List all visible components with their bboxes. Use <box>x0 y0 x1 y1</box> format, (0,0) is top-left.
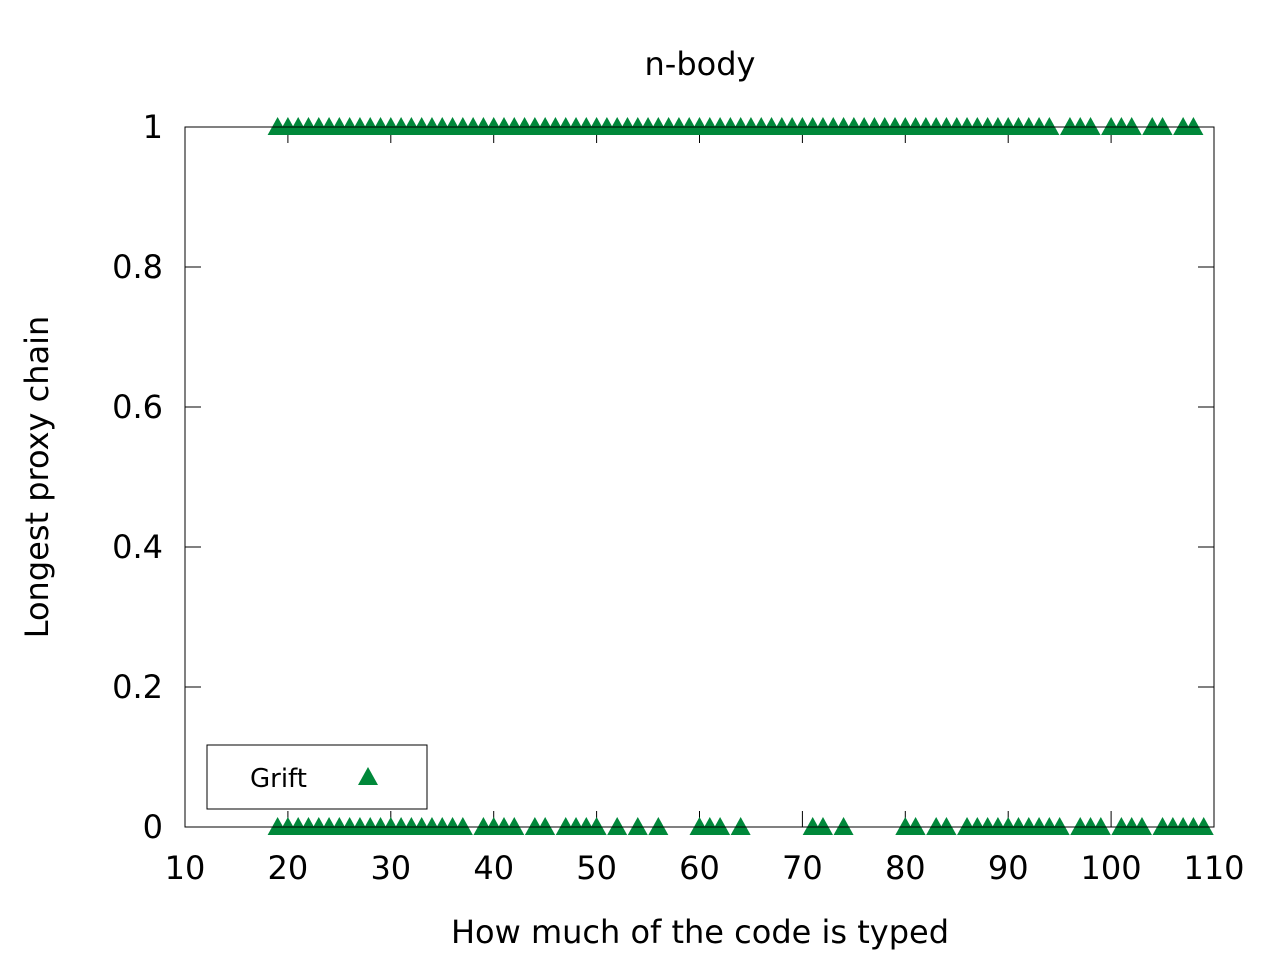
data-point <box>1080 117 1101 135</box>
x-tick-label: 100 <box>1081 849 1142 887</box>
legend-box <box>206 744 428 810</box>
x-tick-label: 50 <box>576 849 617 887</box>
x-axis-label: How much of the code is typed <box>451 913 949 951</box>
data-point <box>627 817 648 835</box>
data-point <box>452 817 473 835</box>
x-tick-label: 110 <box>1183 849 1244 887</box>
plot-frame <box>184 126 1215 828</box>
data-point <box>586 817 607 835</box>
data-point <box>1152 117 1173 135</box>
x-tick-label: 10 <box>165 849 206 887</box>
data-point <box>1049 817 1070 835</box>
y-axis-label: Longest proxy chain <box>18 316 56 639</box>
data-points <box>267 117 1214 835</box>
data-point <box>504 817 525 835</box>
x-tick-label: 30 <box>370 849 411 887</box>
y-tick-label: 0.6 <box>112 388 163 426</box>
x-tick-label: 80 <box>885 849 926 887</box>
axis-ticks: 10 20 30 40 50 60 70 80 90 100 110 0 0.2 0.4 0.6 0.8 1 <box>112 108 1244 887</box>
chart-title: n-body <box>645 45 756 83</box>
y-tick-label: 1 <box>143 108 163 146</box>
data-point <box>607 817 628 835</box>
x-tick-label: 90 <box>988 849 1029 887</box>
data-point <box>710 817 731 835</box>
data-point <box>648 817 669 835</box>
x-tick-label: 40 <box>473 849 514 887</box>
legend: Grift <box>206 744 428 810</box>
y-tick-label: 0.8 <box>112 248 163 286</box>
data-point <box>730 817 751 835</box>
x-tick-label: 20 <box>268 849 309 887</box>
data-point <box>1183 117 1204 135</box>
data-point <box>905 817 926 835</box>
y-tick-label: 0 <box>143 808 163 846</box>
y-tick-label: 0.4 <box>112 528 163 566</box>
x-tick-label: 70 <box>782 849 823 887</box>
data-point <box>1193 817 1214 835</box>
legend-marker <box>358 767 378 785</box>
data-point <box>1090 817 1111 835</box>
x-tick-label: 60 <box>679 849 720 887</box>
data-point <box>812 817 833 835</box>
legend-label: Grift <box>250 764 307 794</box>
data-point <box>833 817 854 835</box>
data-point <box>1131 817 1152 835</box>
data-point <box>535 817 556 835</box>
data-point <box>1039 117 1060 135</box>
data-point <box>936 817 957 835</box>
data-point <box>1121 117 1142 135</box>
y-tick-label: 0.2 <box>112 668 163 706</box>
